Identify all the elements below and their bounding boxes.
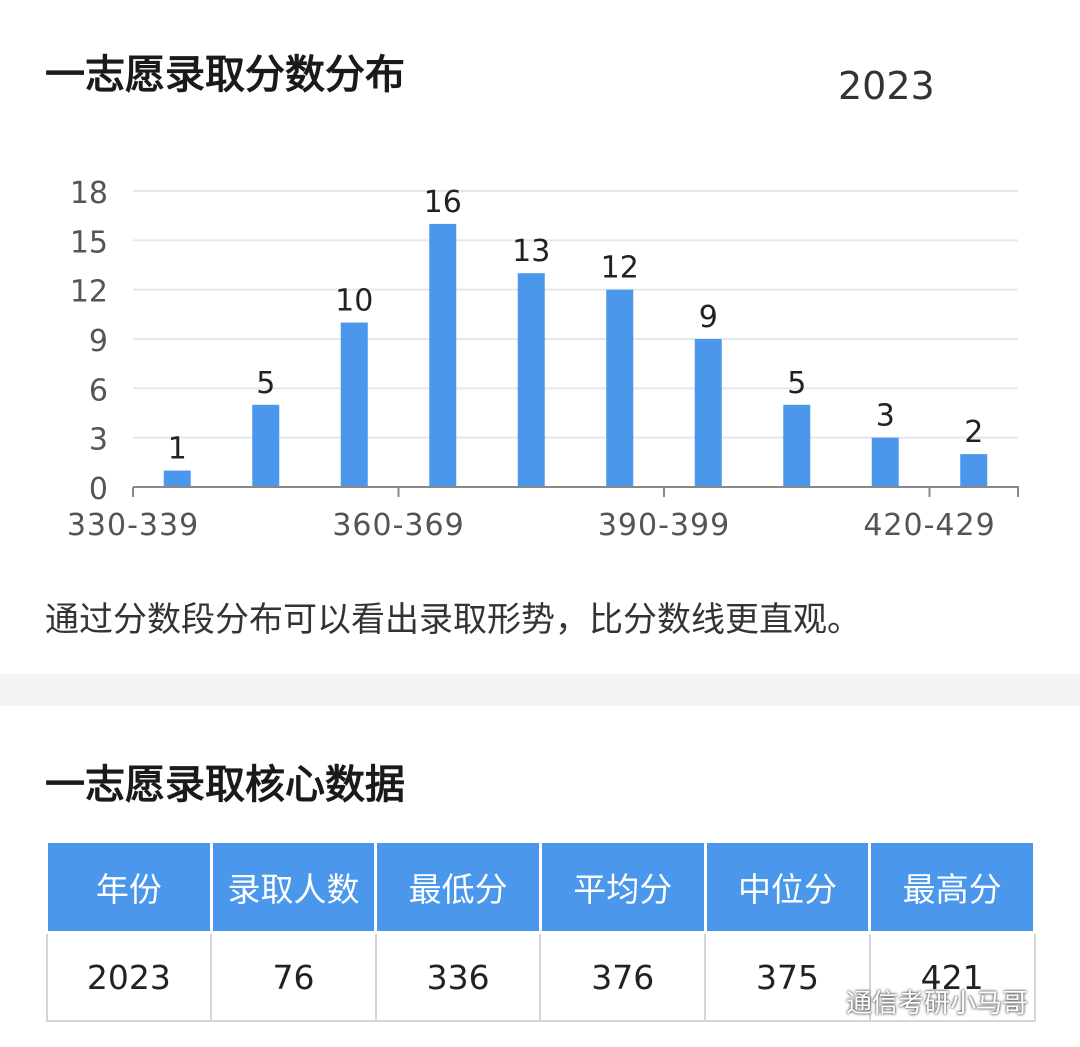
cell-avg-score: 376 [539,931,707,1022]
header-admitted-count: 录取人数 [209,840,378,934]
table-header-row: 年份 录取人数 最低分 平均分 中位分 最高分 [45,840,1036,934]
distribution-title: 一志愿录取分数分布 [45,52,405,98]
cell-max-score: 421 [868,931,1036,1022]
y-tick-label: 12 [70,275,108,310]
bar-value-label: 13 [512,234,550,269]
section-divider [0,674,1080,706]
bar-value-label: 5 [256,366,275,401]
bar [960,454,988,487]
header-min-score: 最低分 [374,840,542,934]
year-label: 2023 [838,64,935,108]
header-median-score: 中位分 [703,840,872,934]
y-tick-label: 0 [89,472,108,507]
y-tick-label: 3 [89,423,108,458]
x-tick-label: 420-429 [863,508,995,543]
bar-value-label: 16 [424,185,462,220]
grid-lines [133,190,1018,439]
bar-value-label: 12 [601,251,639,286]
bar-value-label: 9 [699,300,718,335]
watermark: 通信考研小马哥 [810,983,1028,1020]
core-data-table: 年份 录取人数 最低分 平均分 中位分 最高分 2023 76 336 376 … [45,840,1036,1022]
bar [340,322,368,487]
x-tick-label: 360-369 [332,508,464,543]
y-tick-label: 6 [89,373,108,408]
x-tick-label: 390-399 [598,508,730,543]
bar-value-label: 10 [335,284,373,319]
chart-caption: 通过分数段分布可以看出录取形势，比分数线更直观。 [45,600,861,640]
bar [252,404,280,487]
wechat-icon [810,986,840,1019]
bar-value-label: 5 [787,366,806,401]
bar [517,273,545,487]
bar-value-label: 3 [876,399,895,434]
y-tick-label: 15 [70,225,108,260]
cell-admitted-count: 76 [210,931,377,1022]
bar [606,289,634,487]
header-year: 年份 [45,840,213,934]
y-tick-label: 18 [70,176,108,211]
header-max-score: 最高分 [868,840,1036,934]
bar [871,437,899,487]
y-tick-label: 9 [89,324,108,359]
data-labels: 1 5 10 16 13 12 9 5 3 2 [168,185,984,467]
x-tick-label: 330-339 [67,508,199,543]
bar-value-label: 2 [964,415,983,450]
bar [694,339,722,487]
cell-min-score: 336 [374,931,542,1022]
cell-median-score: 375 [704,931,871,1022]
bar [783,404,811,487]
table-row: 2023 76 336 376 375 421 [45,931,1036,1022]
core-data-title: 一志愿录取核心数据 [45,762,405,808]
watermark-text: 通信考研小马哥 [846,989,1029,1019]
bars [163,223,988,487]
bar [429,223,457,487]
header-avg-score: 平均分 [538,840,707,934]
bar [163,470,191,487]
cell-year: 2023 [45,931,213,1022]
bar-value-label: 1 [168,432,187,467]
